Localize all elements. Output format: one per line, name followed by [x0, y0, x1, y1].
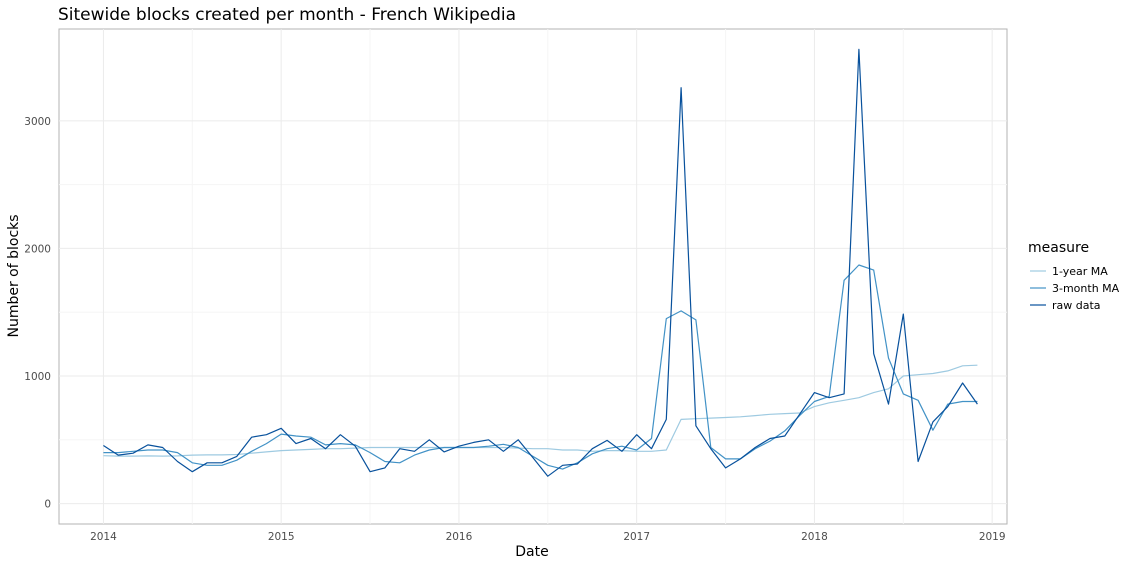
series-line-3-month-ma: [103, 264, 978, 470]
y-tick-label: 0: [44, 499, 51, 511]
x-tick-label: 2019: [979, 531, 1006, 543]
y-tick-label: 1000: [24, 371, 51, 383]
x-axis-title: Date: [515, 544, 548, 560]
y-tick-label: 2000: [24, 243, 51, 255]
y-tick-label: 3000: [24, 116, 51, 128]
legend-label: 3-month MA: [1052, 282, 1120, 295]
series-layer: [103, 48, 978, 477]
legend-label: 1-year MA: [1052, 265, 1108, 278]
grid-major: [59, 29, 1007, 524]
legend: measure 1-year MA 3-month MA raw data: [1028, 240, 1120, 312]
x-tick-label: 2017: [623, 531, 650, 543]
plot-panel: [58, 28, 1008, 525]
series-line-raw-data: [103, 48, 978, 477]
x-axis-ticks: 2014 2015 2016 2017 2018 2019: [90, 531, 1005, 543]
x-tick-label: 2014: [90, 531, 117, 543]
x-tick-label: 2018: [801, 531, 828, 543]
y-axis-title: Number of blocks: [6, 214, 22, 337]
legend-title: measure: [1028, 240, 1089, 256]
grid-minor: [59, 29, 1007, 524]
chart-title: Sitewide blocks created per month - Fren…: [58, 5, 516, 25]
x-tick-label: 2015: [268, 531, 295, 543]
x-tick-label: 2016: [446, 531, 473, 543]
legend-label: raw data: [1052, 299, 1101, 312]
y-axis-ticks: 0 1000 2000 3000: [24, 116, 51, 511]
